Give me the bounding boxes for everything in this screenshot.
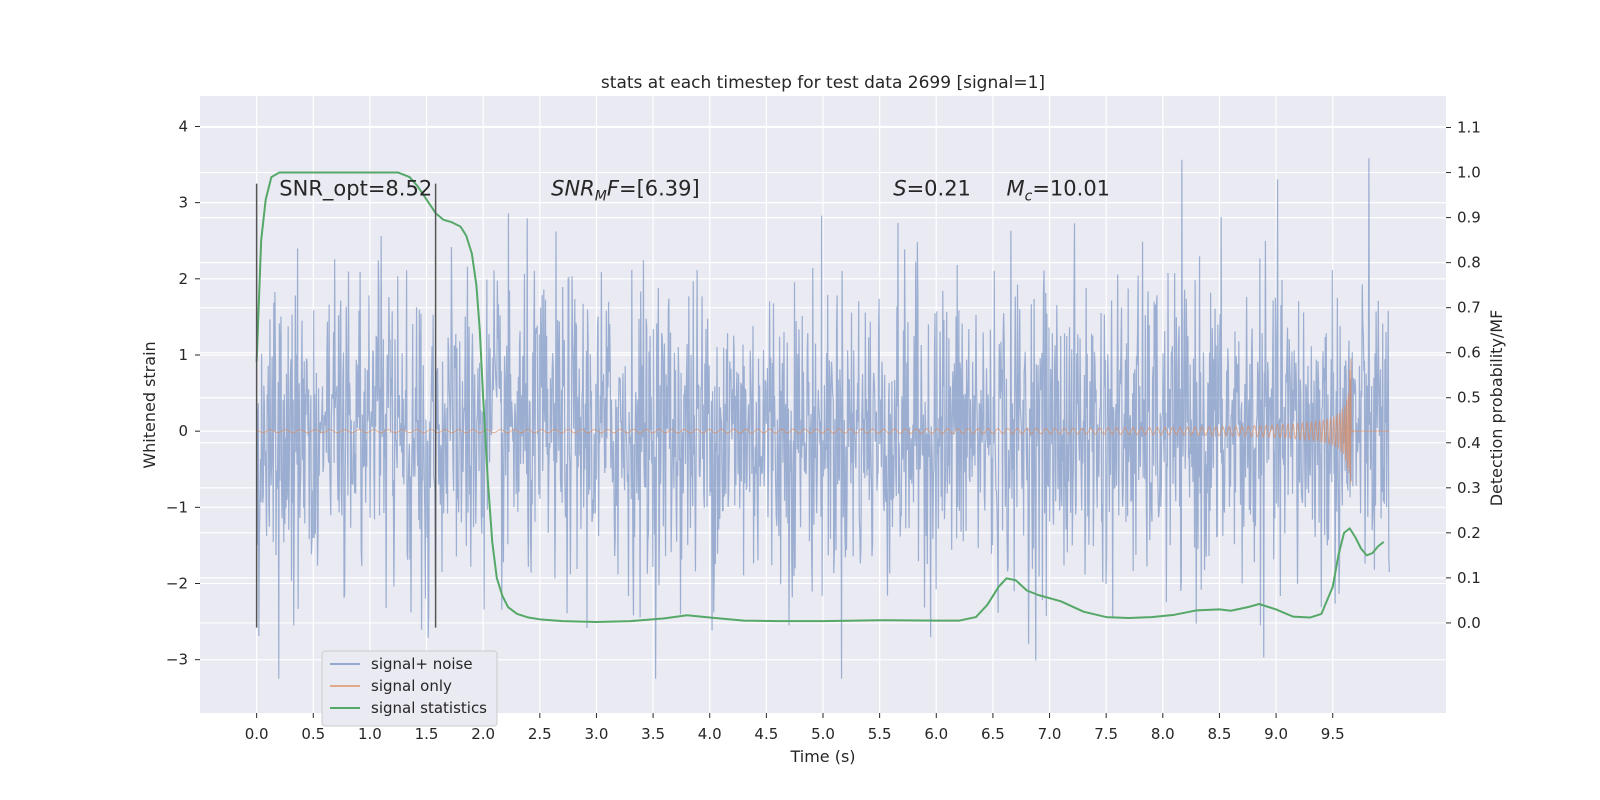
x-tick-label-4: 2.0 xyxy=(471,725,495,743)
x-tick-label-1: 0.5 xyxy=(301,725,325,743)
y2-tick-label-6: 0.6 xyxy=(1457,344,1481,362)
x-axis-label: Time (s) xyxy=(789,747,855,766)
y-axis-label: Whitened strain xyxy=(140,341,159,468)
y-tick-label-5: 2 xyxy=(178,270,188,288)
legend-box xyxy=(321,650,498,727)
y-tick-label-1: −2 xyxy=(166,575,188,593)
y2-tick-label-2: 0.2 xyxy=(1457,524,1481,542)
y2-tick-label-9: 0.9 xyxy=(1457,209,1481,227)
y2-axis-label: Detection probability/MF xyxy=(1487,310,1506,507)
legend-label-signal-only: signal only xyxy=(371,677,452,695)
x-tick-label-3: 1.5 xyxy=(415,725,439,743)
y-tick-label-0: −3 xyxy=(166,651,188,669)
y2-tick-label-4: 0.4 xyxy=(1457,434,1481,452)
vline-layer xyxy=(255,183,437,628)
series-signal-only-line xyxy=(256,358,1390,485)
y2-tick-label-11: 1.1 xyxy=(1457,119,1481,137)
y-tick-label-4: 1 xyxy=(178,346,188,364)
x-tick-label-9: 4.5 xyxy=(754,725,778,743)
y-tick-label-7: 4 xyxy=(178,117,188,135)
x-tick-label-16: 8.0 xyxy=(1151,725,1175,743)
y2-tick-label-1: 0.1 xyxy=(1457,569,1481,587)
x-tick-label-7: 3.5 xyxy=(641,725,665,743)
y2-tick-label-10: 1.0 xyxy=(1457,164,1481,182)
series-layer xyxy=(255,158,1390,679)
x-tick-label-6: 3.0 xyxy=(585,725,609,743)
x-tick-label-15: 7.5 xyxy=(1094,725,1118,743)
annotation-0: SNR_opt=8.52 xyxy=(279,176,432,201)
x-tick-label-17: 8.5 xyxy=(1208,725,1232,743)
y-tick-label-3: 0 xyxy=(178,422,188,440)
series-signal-noise-line xyxy=(256,158,1390,679)
annotation-layer: SNR_opt=8.52 SNRMF=[6.39] S=0.21 Mc=10.01 xyxy=(279,176,1110,204)
x-tick-label-8: 4.0 xyxy=(698,725,722,743)
x-tick-label-5: 2.5 xyxy=(528,725,552,743)
x-tick-label-14: 7.0 xyxy=(1038,725,1062,743)
chart-title: stats at each timestep for test data 269… xyxy=(601,73,1045,93)
y-tick-label-2: −1 xyxy=(166,498,188,516)
legend: signal+ noise signal only signal statist… xyxy=(321,650,498,727)
annotation-2: S=0.21 xyxy=(893,176,971,200)
series-signal-statistics-line xyxy=(255,171,1385,624)
annotation-3: Mc=10.01 xyxy=(1007,176,1111,204)
y2-tick-label-8: 0.8 xyxy=(1457,254,1481,272)
y-tick-label-6: 3 xyxy=(178,194,188,212)
y2-tick-label-0: 0.0 xyxy=(1457,614,1481,632)
x-tick-label-13: 6.5 xyxy=(981,725,1005,743)
y-tick-labels: −3 −2 −1 0 1 2 3 4 xyxy=(166,117,200,669)
legend-label-signal-statistics: signal statistics xyxy=(371,699,487,717)
x-tick-label-18: 9.0 xyxy=(1264,725,1288,743)
x-tick-labels: 0.0 0.5 1.0 1.5 2.0 2.5 3.0 3.5 4.0 4.5 5.0 5.5 6.0 6… xyxy=(245,713,1345,743)
x-tick-label-12: 6.0 xyxy=(924,725,948,743)
x-tick-label-2: 1.0 xyxy=(358,725,382,743)
x-tick-label-19: 9.5 xyxy=(1321,725,1345,743)
legend-label-signal-noise: signal+ noise xyxy=(371,655,473,673)
x-tick-label-10: 5.0 xyxy=(811,725,835,743)
y2-tick-labels: 0.0 0.1 0.2 0.3 0.4 0.5 0.6 0.7 0.8 0.9 1.0 1.1 xyxy=(1446,119,1481,632)
x-tick-label-11: 5.5 xyxy=(868,725,892,743)
y2-tick-label-5: 0.5 xyxy=(1457,389,1481,407)
y2-tick-label-3: 0.3 xyxy=(1457,479,1481,497)
x-tick-label-0: 0.0 xyxy=(245,725,269,743)
annotation-1: SNRMF=[6.39] xyxy=(551,176,700,204)
y2-tick-label-7: 0.7 xyxy=(1457,299,1481,317)
